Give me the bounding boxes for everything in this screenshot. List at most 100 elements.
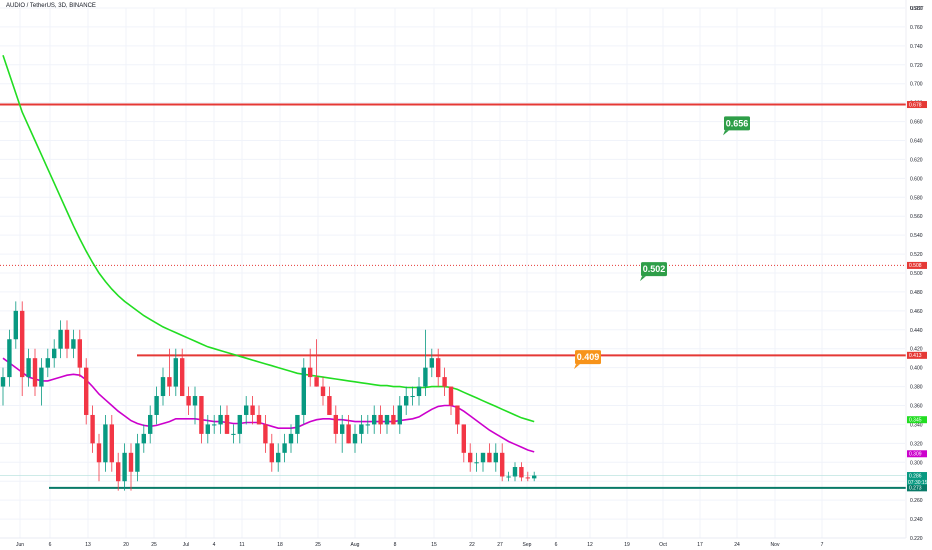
- candle-body: [295, 414, 300, 434]
- grid-lines: [0, 7, 905, 539]
- candle-body: [32, 358, 38, 387]
- x-tick-label: 20: [123, 542, 129, 548]
- y-tick-label: 0.640: [910, 139, 923, 145]
- candle-body: [20, 310, 25, 378]
- x-tick-label: 8: [394, 542, 397, 548]
- candle-body: [116, 462, 121, 482]
- candle-body: [109, 424, 114, 463]
- candle-body: [256, 414, 262, 425]
- x-tick-label: Jun: [16, 542, 24, 548]
- candle-body: [308, 367, 313, 378]
- x-tick-label: 25: [151, 542, 157, 548]
- y-tick-label: 0.320: [910, 441, 923, 447]
- candle-body: [237, 414, 242, 434]
- candle-body: [455, 405, 460, 425]
- candle-body: [52, 348, 57, 359]
- indicator-price-tag: [907, 472, 927, 480]
- candle-body: [442, 377, 447, 387]
- level-price-tag-text: 0.273: [909, 486, 922, 492]
- candle-body: [250, 405, 255, 415]
- y-tick-label: 0.660: [910, 120, 923, 126]
- candle-body: [173, 358, 178, 387]
- indicator-price-tag-text: 0.309: [909, 452, 922, 458]
- candle-body: [263, 424, 268, 444]
- x-tick-label: 22: [469, 542, 475, 548]
- horizontal-levels: [0, 103, 906, 489]
- y-tick-label: 0.460: [910, 309, 923, 315]
- indicator-price-tag: [907, 450, 927, 458]
- candle-body: [199, 396, 204, 434]
- callout-pointer: [640, 276, 646, 282]
- candle-body: [103, 424, 108, 463]
- candle-body: [7, 339, 12, 378]
- candle-body: [352, 433, 358, 444]
- callout-box: [641, 262, 667, 277]
- y-tick-label: 0.220: [910, 536, 923, 542]
- callout-label: 0.656: [726, 118, 749, 128]
- price-callout: 0.502: [640, 262, 667, 282]
- x-tick-label: 25: [315, 542, 321, 548]
- candle-body: [448, 386, 454, 406]
- price-axis-bg: [906, 0, 932, 550]
- candle-body: [301, 367, 306, 415]
- level-price-tag-text: 0.508: [909, 263, 922, 269]
- candle-body: [525, 477, 530, 479]
- x-tick-label: Oct: [659, 542, 667, 548]
- candle-body: [397, 405, 402, 425]
- currency-label: USDT: [910, 6, 924, 12]
- candle-body: [333, 414, 338, 434]
- candle-body: [0, 377, 6, 387]
- ema-fast-line: [2, 357, 535, 453]
- ema-slow-line: [2, 55, 535, 423]
- candle-body: [64, 329, 70, 349]
- candle-body: [384, 414, 390, 425]
- x-tick-label: 27: [497, 542, 503, 548]
- candle-body: [314, 377, 319, 387]
- time-axis: Jun 6 13 20 25 Jul 4 11 18 25 Aug 8 15 22 27 Sep 6 12 19 Oc…: [0, 537, 906, 548]
- candle-body: [212, 424, 217, 426]
- y-tick-label: 0.520: [910, 252, 923, 258]
- callout-pointer: [723, 130, 729, 136]
- y-tick-label: 0.420: [910, 347, 923, 353]
- candle-body: [218, 414, 223, 425]
- x-tick-label: Jul: [183, 542, 189, 548]
- y-tick-label: 0.720: [910, 63, 923, 69]
- candle-body: [269, 443, 274, 463]
- level-price-tag-text: 0.678: [909, 102, 922, 108]
- y-tick-label: 0.360: [910, 404, 923, 410]
- y-tick-label: 0.600: [910, 176, 923, 182]
- candle-body: [58, 329, 63, 349]
- y-tick-label: 0.540: [910, 233, 923, 239]
- y-tick-label: 0.260: [910, 498, 923, 504]
- x-tick-label: 12: [587, 542, 593, 548]
- y-tick-label: 0.580: [910, 195, 923, 201]
- level-price-tag: [907, 484, 927, 492]
- y-tick-label: 0.780: [910, 6, 923, 12]
- y-tick-label: 0.480: [910, 290, 923, 296]
- candle-body: [71, 339, 76, 349]
- candle-body: [224, 414, 230, 434]
- x-tick-label: 18: [277, 542, 283, 548]
- candle-body: [461, 424, 466, 453]
- candle-body: [141, 433, 146, 444]
- candle-body: [327, 396, 332, 415]
- price-axis: USDT0.7800.7600.7400.7200.7000.6800.6600…: [905, 0, 932, 550]
- candle-body: [474, 462, 479, 464]
- candle-body: [96, 443, 102, 463]
- y-tick-label: 0.700: [910, 82, 923, 88]
- y-tick-label: 0.740: [910, 44, 923, 50]
- candle-body: [122, 452, 127, 482]
- y-tick-label: 0.240: [910, 517, 923, 523]
- indicator-price-tag: [907, 416, 927, 424]
- candle-body: [423, 367, 428, 387]
- level-price-tag: [907, 101, 927, 109]
- candle-body: [148, 414, 153, 434]
- candle-body: [429, 358, 434, 368]
- candle-body: [320, 386, 326, 397]
- candle-body: [167, 377, 172, 387]
- candle-body: [532, 475, 537, 479]
- candle-body: [282, 443, 287, 453]
- y-tick-label: 0.760: [910, 25, 923, 31]
- candle-body: [13, 310, 18, 340]
